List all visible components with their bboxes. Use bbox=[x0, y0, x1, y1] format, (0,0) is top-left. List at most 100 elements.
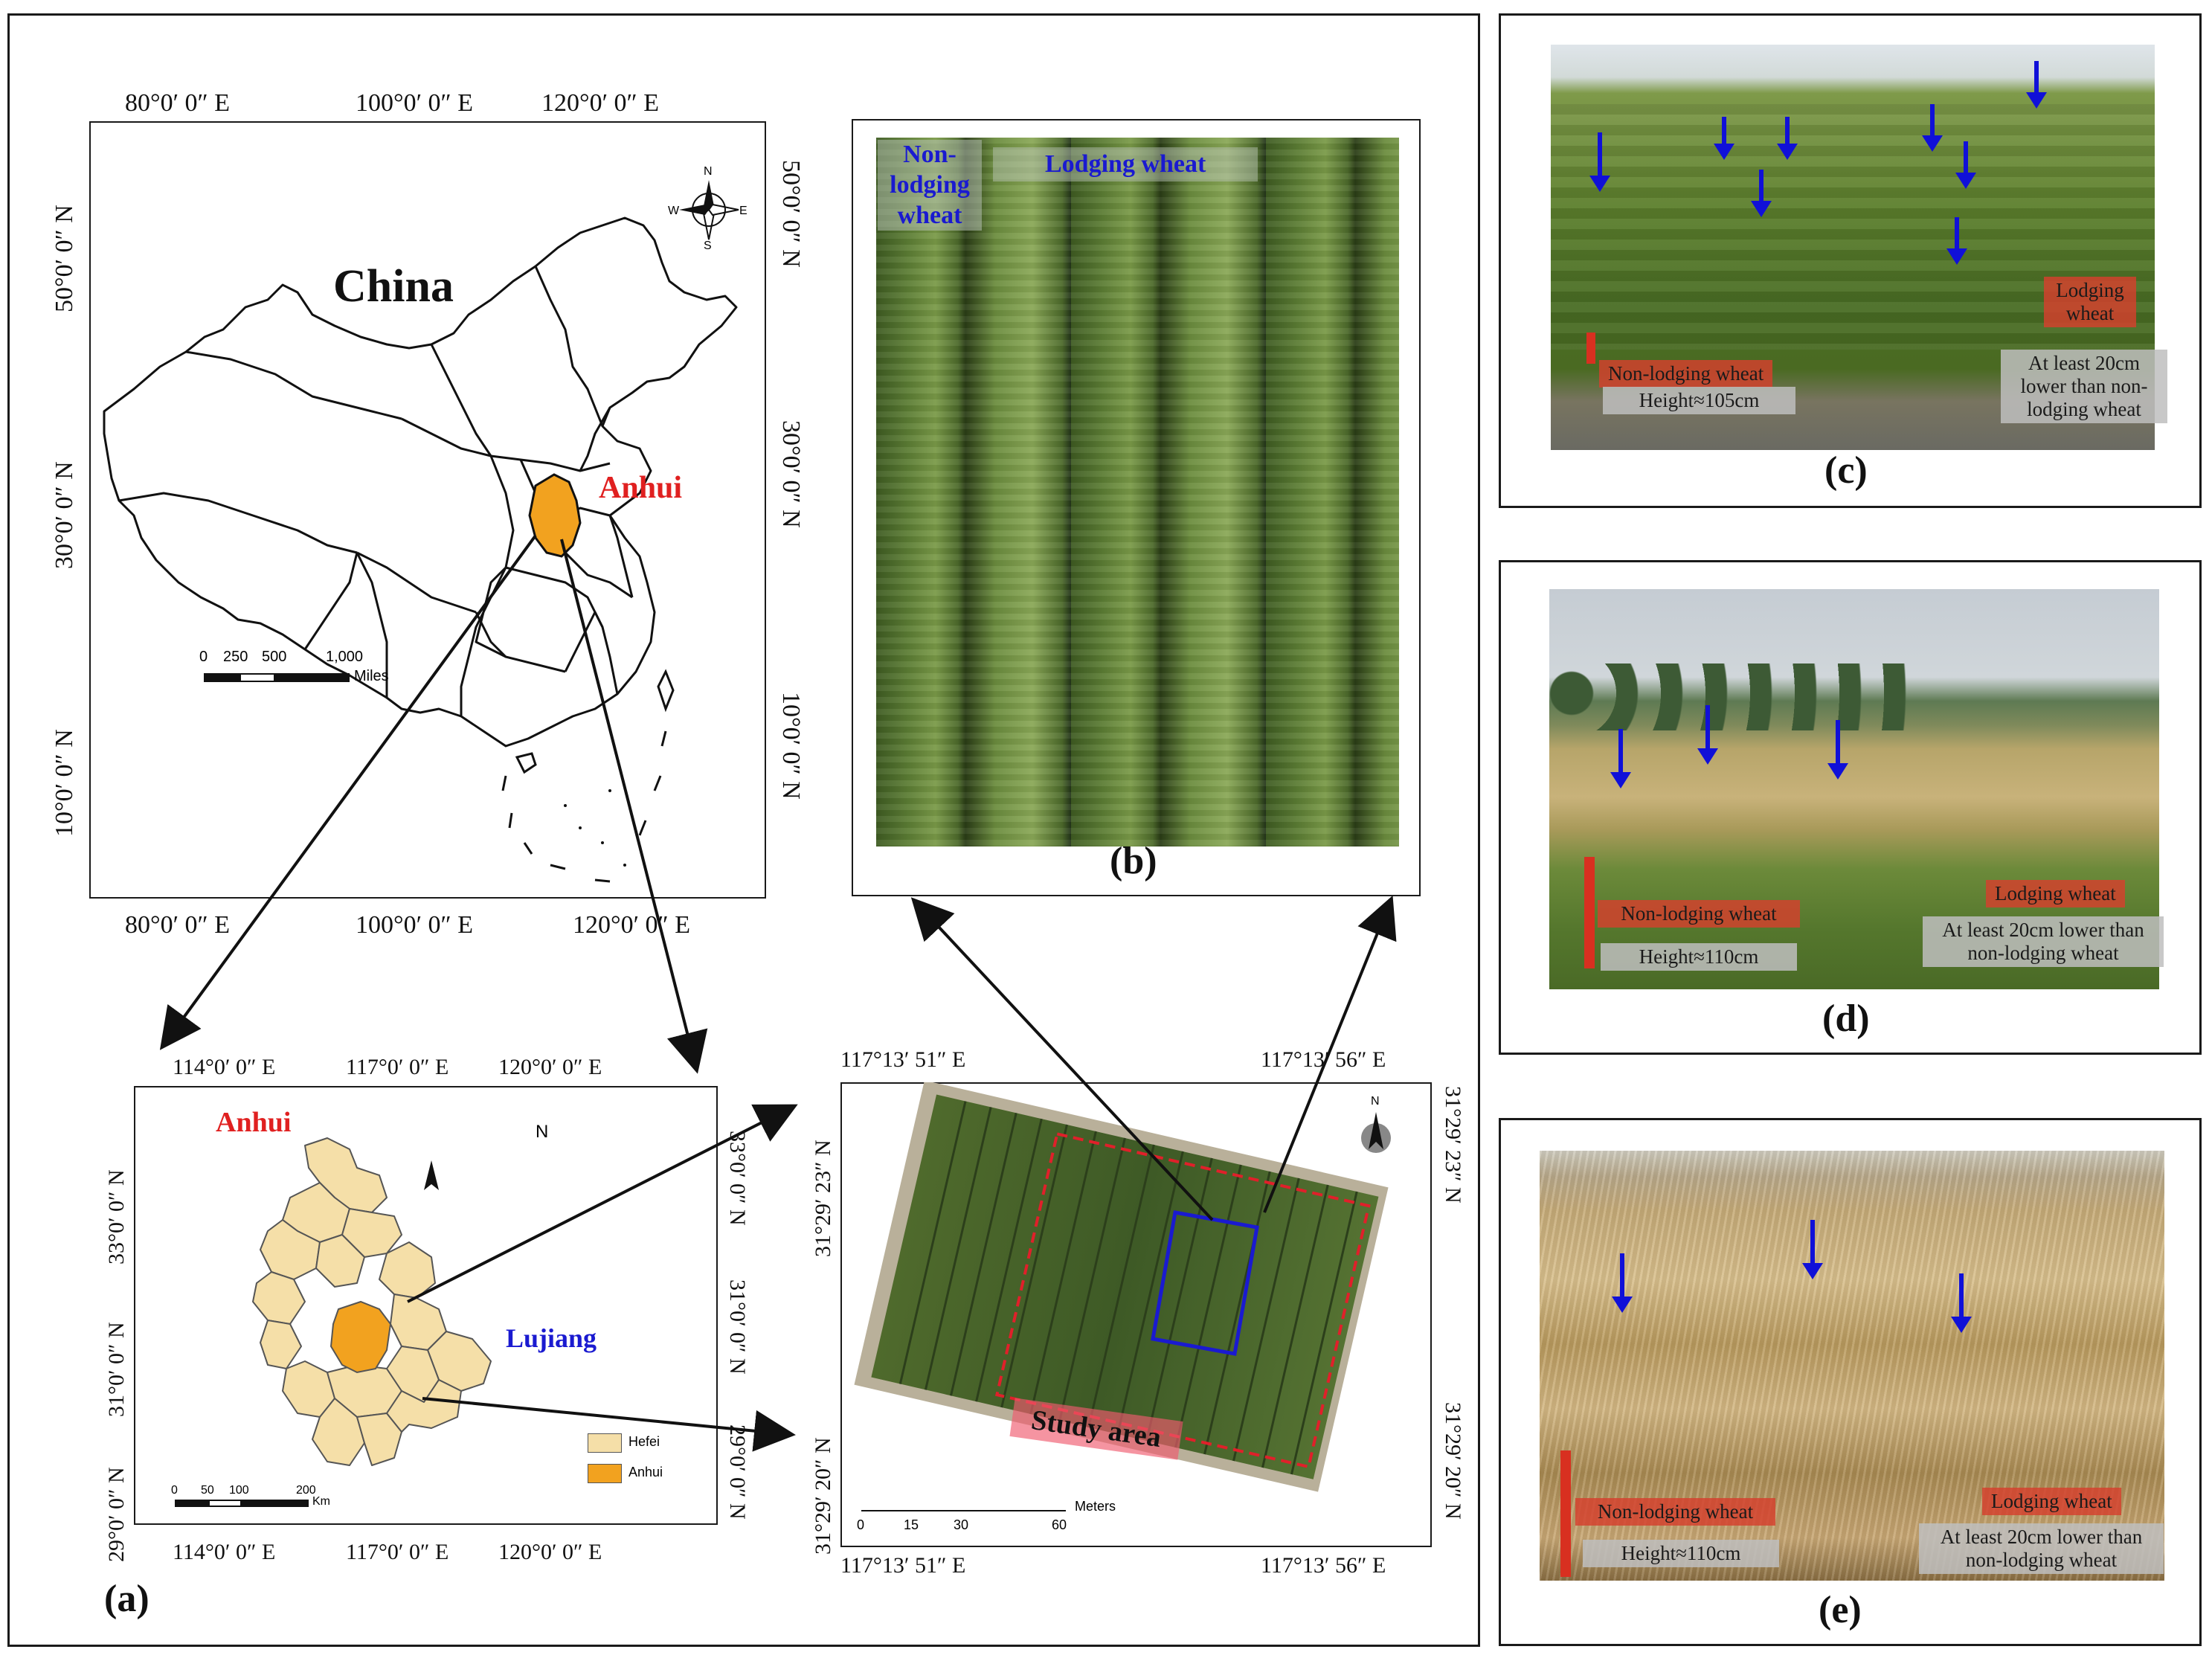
panel-b-lodging: Lodging wheat bbox=[993, 147, 1258, 181]
panel-e-note-tag: At least 20cm lower than non-lodging whe… bbox=[1919, 1523, 2164, 1575]
panel-c-height-tag: Height≈105cm bbox=[1603, 387, 1795, 415]
arrow-d-3 bbox=[1827, 720, 1848, 780]
china-scale-0: 0 bbox=[199, 649, 208, 665]
panel-b-nonlodging: Non-lodging wheat bbox=[878, 140, 982, 231]
arrow-c-8 bbox=[1946, 217, 1967, 265]
anhui-scale-0: 0 bbox=[171, 1484, 178, 1497]
study-map-frame bbox=[840, 1082, 1432, 1547]
hefei-fill bbox=[329, 1300, 392, 1374]
arrow-c-2 bbox=[1714, 117, 1734, 160]
arrow-c-7 bbox=[1751, 170, 1772, 217]
anhui-map-frame bbox=[134, 1086, 718, 1525]
china-bottom-tick-3: 120°0′ 0″ E bbox=[573, 911, 690, 939]
china-map-frame bbox=[89, 121, 766, 899]
uav-lodging-image bbox=[876, 138, 1399, 846]
panel-a-label: (a) bbox=[104, 1578, 149, 1620]
panel-d-label: (d) bbox=[1822, 997, 1870, 1040]
study-scale-line bbox=[861, 1510, 1066, 1511]
anhui-scale-100: 100 bbox=[229, 1484, 249, 1497]
compass-w: W bbox=[668, 205, 680, 217]
china-title: China bbox=[333, 261, 454, 312]
panel-d-lodging-tag: Lodging wheat bbox=[1986, 880, 2125, 908]
study-bottom-tick-1: 117°13′ 51″ E bbox=[840, 1553, 966, 1578]
compass-rose-icon bbox=[679, 180, 739, 240]
anhui-bottom-tick-1: 114°0′ 0″ E bbox=[173, 1540, 276, 1564]
panel-e-lodging-tag: Lodging wheat bbox=[1982, 1488, 2121, 1516]
study-scale-30: 30 bbox=[954, 1517, 969, 1532]
panel-b-label: (b) bbox=[1110, 840, 1157, 882]
panel-d-height-bar bbox=[1584, 857, 1595, 968]
panel-c-frame bbox=[1499, 13, 2202, 508]
anhui-map-title: Anhui bbox=[216, 1107, 292, 1138]
study-scale-unit: Meters bbox=[1075, 1499, 1116, 1514]
anhui-scale-50: 50 bbox=[201, 1484, 214, 1497]
panel-e-label: (e) bbox=[1819, 1589, 1862, 1631]
panel-e-height-tag: Height≈110cm bbox=[1583, 1540, 1779, 1568]
china-scale-250: 250 bbox=[223, 649, 248, 665]
panel-c-height-bar bbox=[1586, 332, 1595, 364]
legend-anhui-swatch bbox=[588, 1464, 622, 1483]
anhui-bottom-tick-2: 117°0′ 0″ E bbox=[346, 1540, 449, 1564]
anhui-label: Anhui bbox=[599, 471, 683, 505]
china-outline bbox=[103, 216, 738, 883]
panel-d-nonlodging-tag: Non-lodging wheat bbox=[1598, 900, 1800, 928]
china-scale-unit: Miles bbox=[354, 668, 389, 684]
anhui-scale-seg-2 bbox=[208, 1500, 242, 1507]
study-scale-60: 60 bbox=[1052, 1517, 1067, 1532]
china-scale-1000: 1,000 bbox=[326, 649, 364, 665]
panel-c-lodging-tag: Lodging wheat bbox=[2044, 277, 2136, 328]
anhui-province-fill bbox=[528, 473, 582, 558]
china-top-tick-1: 80°0′ 0″ E bbox=[125, 89, 230, 117]
arrow-c-5 bbox=[2026, 61, 2047, 109]
china-scale-500: 500 bbox=[262, 649, 287, 665]
compass-s: S bbox=[704, 240, 712, 252]
panel-d-height-tag: Height≈110cm bbox=[1601, 943, 1797, 971]
china-bottom-tick-1: 80°0′ 0″ E bbox=[125, 911, 230, 939]
tree-line-d bbox=[1549, 663, 1915, 730]
panel-a-frame bbox=[7, 13, 1480, 1647]
study-top-tick-1: 117°13′ 51″ E bbox=[840, 1047, 966, 1072]
china-top-tick-3: 120°0′ 0″ E bbox=[541, 89, 659, 117]
anhui-province-map bbox=[252, 1137, 492, 1466]
panel-c-label: (c) bbox=[1824, 449, 1868, 492]
anhui-scale-seg-3 bbox=[242, 1500, 309, 1507]
anhui-top-tick-1: 114°0′ 0″ E bbox=[173, 1055, 276, 1079]
anhui-scale-seg-1 bbox=[175, 1500, 208, 1507]
north-arrow-icon bbox=[1361, 1112, 1391, 1153]
arrow-c-3 bbox=[1777, 117, 1798, 160]
legend-hefei-label: Hefei bbox=[628, 1434, 660, 1449]
anhui-top-tick-3: 120°0′ 0″ E bbox=[498, 1055, 602, 1079]
china-bottom-tick-2: 100°0′ 0″ E bbox=[356, 911, 473, 939]
arrow-e-1 bbox=[1612, 1253, 1633, 1313]
panel-c-nonlodging-tag: Non-lodging wheat bbox=[1599, 360, 1773, 388]
anhui-scale-200: 200 bbox=[296, 1484, 316, 1497]
china-top-tick-2: 100°0′ 0″ E bbox=[356, 89, 473, 117]
arrow-c-1 bbox=[1589, 132, 1610, 192]
panel-e-frame bbox=[1499, 1118, 2202, 1646]
compass-e: E bbox=[739, 205, 747, 217]
legend-hefei-swatch bbox=[588, 1433, 622, 1453]
legend-anhui-label: Anhui bbox=[628, 1465, 663, 1479]
lujiang-label: Lujiang bbox=[506, 1323, 597, 1353]
panel-c-note-tag: At least 20cm lower than non-lodging whe… bbox=[2001, 350, 2167, 424]
study-bottom-tick-2: 117°13′ 56″ E bbox=[1261, 1553, 1386, 1578]
arrow-e-2 bbox=[1802, 1220, 1823, 1279]
china-scale-seg-1 bbox=[204, 673, 239, 682]
anhui-north-label: N bbox=[536, 1122, 549, 1142]
anhui-scale-unit: Km bbox=[312, 1495, 330, 1508]
study-area-aerial bbox=[854, 1082, 1389, 1492]
uav-texture bbox=[876, 138, 1399, 846]
china-scale-seg-3 bbox=[275, 673, 350, 682]
arrow-d-2 bbox=[1697, 705, 1718, 765]
compass-n: N bbox=[704, 165, 713, 178]
study-north-label: N bbox=[1371, 1095, 1380, 1108]
panel-d-frame bbox=[1499, 560, 2202, 1055]
anhui-top-tick-2: 117°0′ 0″ E bbox=[346, 1055, 449, 1079]
arrow-e-3 bbox=[1951, 1273, 1972, 1333]
panel-e-height-bar bbox=[1560, 1450, 1571, 1577]
connector-arrows bbox=[159, 534, 1397, 1452]
anhui-bottom-tick-3: 120°0′ 0″ E bbox=[498, 1540, 602, 1564]
panel-d-note-tag: At least 20cm lower than non-lodging whe… bbox=[1923, 916, 2164, 968]
study-scale-15: 15 bbox=[904, 1517, 919, 1532]
study-scale-0: 0 bbox=[857, 1517, 865, 1532]
